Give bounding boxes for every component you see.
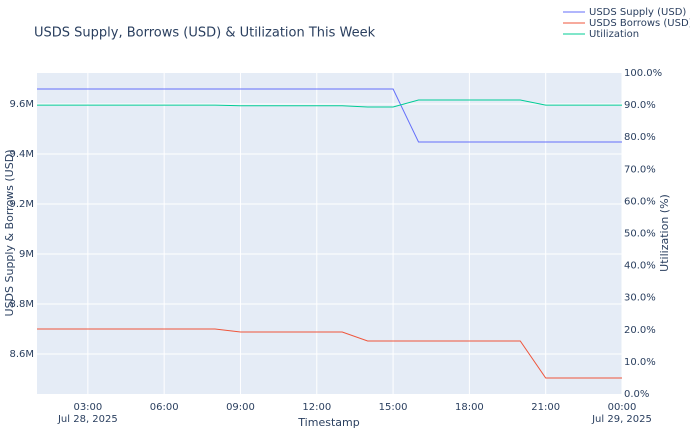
y2-tick-label: 50.0% [624, 229, 656, 240]
y2-tick-label: 30.0% [624, 293, 656, 304]
x-tick-date-label: Jul 28, 2025 [57, 414, 118, 425]
y-tick-label: 9M [19, 249, 34, 260]
plot-background [37, 73, 622, 394]
y2-tick-label: 70.0% [624, 164, 656, 175]
y2-tick-label: 60.0% [624, 196, 656, 207]
y2-tick-label: 10.0% [624, 357, 656, 368]
series-line [37, 88, 622, 143]
x-tick-label: 21:00 [531, 402, 560, 413]
x-tick-label: 00:00 [608, 402, 637, 413]
series-line [37, 99, 622, 108]
y2-tick-label: 80.0% [624, 132, 656, 143]
y-tick-label: 9.4M [9, 149, 34, 160]
legend-label: USDS Borrows (USD) [589, 18, 690, 29]
x-tick-label: 03:00 [73, 402, 102, 413]
chart-title: USDS Supply, Borrows (USD) & Utilization… [34, 26, 376, 41]
x-tick-label: 15:00 [379, 402, 408, 413]
x-tick-label: 12:00 [302, 402, 331, 413]
y2-axis-title: Utilization (%) [658, 194, 671, 272]
legend-label: Utilization [589, 29, 639, 40]
legend-label: USDS Supply (USD) [589, 7, 686, 18]
x-tick-label: 09:00 [226, 402, 255, 413]
y2-tick-label: 0.0% [624, 389, 649, 400]
x-tick-date-label: Jul 29, 2025 [591, 414, 652, 425]
y2-tick-label: 40.0% [624, 261, 656, 272]
y-axis-title: USDS Supply & Borrows (USD) [3, 150, 16, 317]
x-axis-title: Timestamp [297, 416, 359, 429]
y2-tick-label: 90.0% [624, 100, 656, 111]
y-tick-label: 9.6M [9, 99, 34, 110]
y2-tick-label: 20.0% [624, 325, 656, 336]
y-tick-label: 9.2M [9, 199, 34, 210]
series-line [37, 328, 622, 379]
y2-tick-label: 100.0% [624, 68, 662, 79]
x-tick-label: 06:00 [150, 402, 179, 413]
y-tick-label: 8.8M [9, 299, 34, 310]
y-tick-label: 8.6M [9, 349, 34, 360]
x-tick-label: 18:00 [455, 402, 484, 413]
